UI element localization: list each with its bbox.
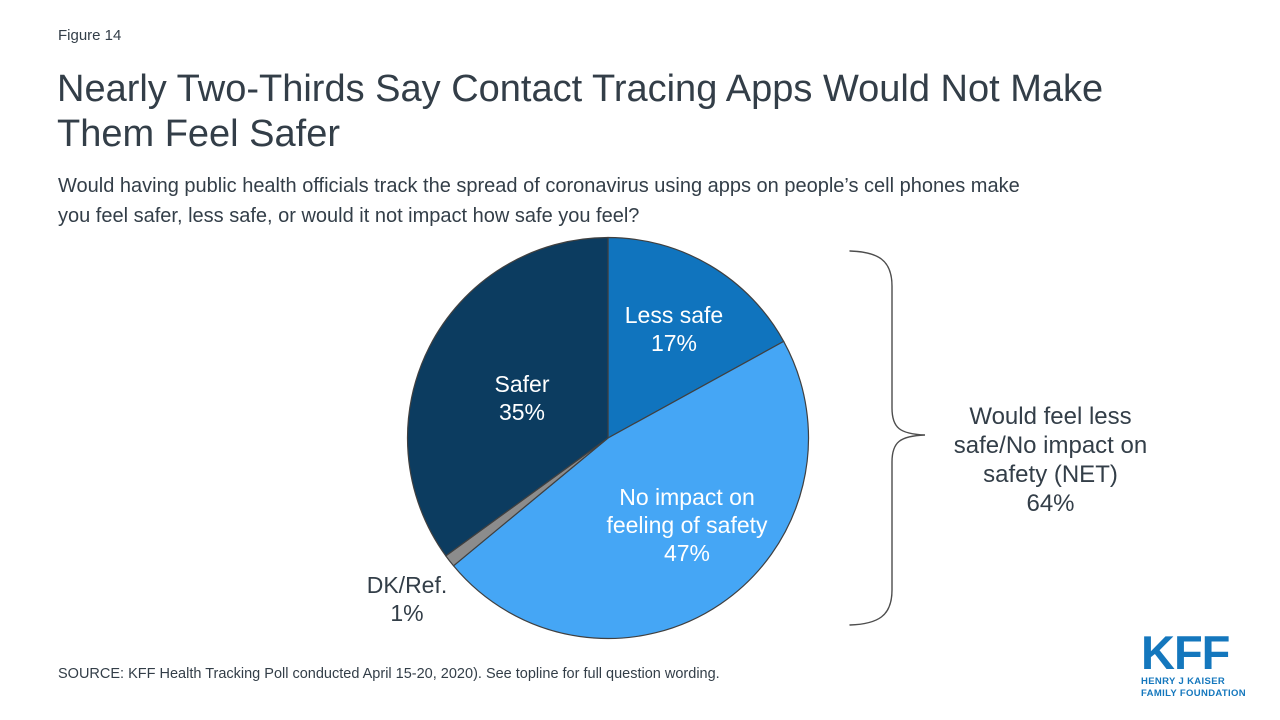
pie-label-safer-value: 35%: [498, 399, 546, 425]
pie-label-dk-ref-text: DK/Ref.: [366, 572, 448, 598]
pie-label-less-safe-text: Less safe: [624, 302, 724, 328]
kff-logo: KFF HENRY J KAISER FAMILY FOUNDATION: [1141, 629, 1246, 699]
pie-label-no-impact-value: 47%: [663, 540, 711, 566]
source-note: SOURCE: KFF Health Tracking Poll conduct…: [58, 666, 720, 682]
pie-slice-no-impact-on-feeling-of-safety: [452, 340, 810, 640]
pie-label-dk-ref: DK/Ref. 1%: [327, 571, 487, 627]
pie-label-safer-text: Safer: [494, 371, 550, 397]
chart-subtitle-line-1: Would having public health officials tra…: [58, 175, 1020, 197]
kff-logo-subtitle-1: HENRY J KAISER: [1141, 676, 1226, 687]
pie-label-dk-ref-value: 1%: [390, 600, 424, 626]
pie-label-no-impact: No impact on feeling of safety 47%: [597, 483, 777, 567]
pie-chart: [406, 236, 810, 640]
net-bracket-path: [849, 250, 926, 626]
kff-logo-text: KFF: [1141, 626, 1230, 679]
pie-slice-less-safe: [607, 236, 785, 439]
pie-slice-safer: [406, 236, 609, 557]
page-title: Nearly Two-Thirds Say Contact Tracing Ap…: [57, 67, 1103, 157]
pie-label-less-safe: Less safe 17%: [594, 301, 754, 357]
page-title-line-1: Nearly Two-Thirds Say Contact Tracing Ap…: [57, 68, 1104, 110]
pie-label-safer: Safer 35%: [442, 370, 602, 426]
net-annotation-value: 64%: [1026, 490, 1075, 517]
net-annotation-text: Would feel less safe/No impact on safety…: [953, 403, 1148, 488]
kff-logo-subtitle-2: FAMILY FOUNDATION: [1141, 687, 1246, 699]
chart-subtitle: Would having public health officials tra…: [58, 171, 1020, 231]
chart-subtitle-line-2: you feel safer, less safe, or would it n…: [58, 205, 640, 227]
pie-label-less-safe-value: 17%: [650, 330, 698, 356]
pie-label-no-impact-text: No impact on feeling of safety: [606, 484, 768, 538]
figure-label: Figure 14: [58, 27, 122, 44]
page-title-line-2: Them Feel Safer: [57, 113, 340, 155]
net-annotation: Would feel less safe/No impact on safety…: [948, 402, 1153, 518]
net-bracket: [849, 250, 926, 626]
